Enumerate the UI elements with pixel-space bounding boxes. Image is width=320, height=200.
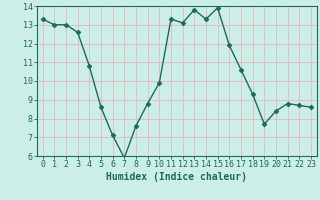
X-axis label: Humidex (Indice chaleur): Humidex (Indice chaleur) <box>106 172 247 182</box>
